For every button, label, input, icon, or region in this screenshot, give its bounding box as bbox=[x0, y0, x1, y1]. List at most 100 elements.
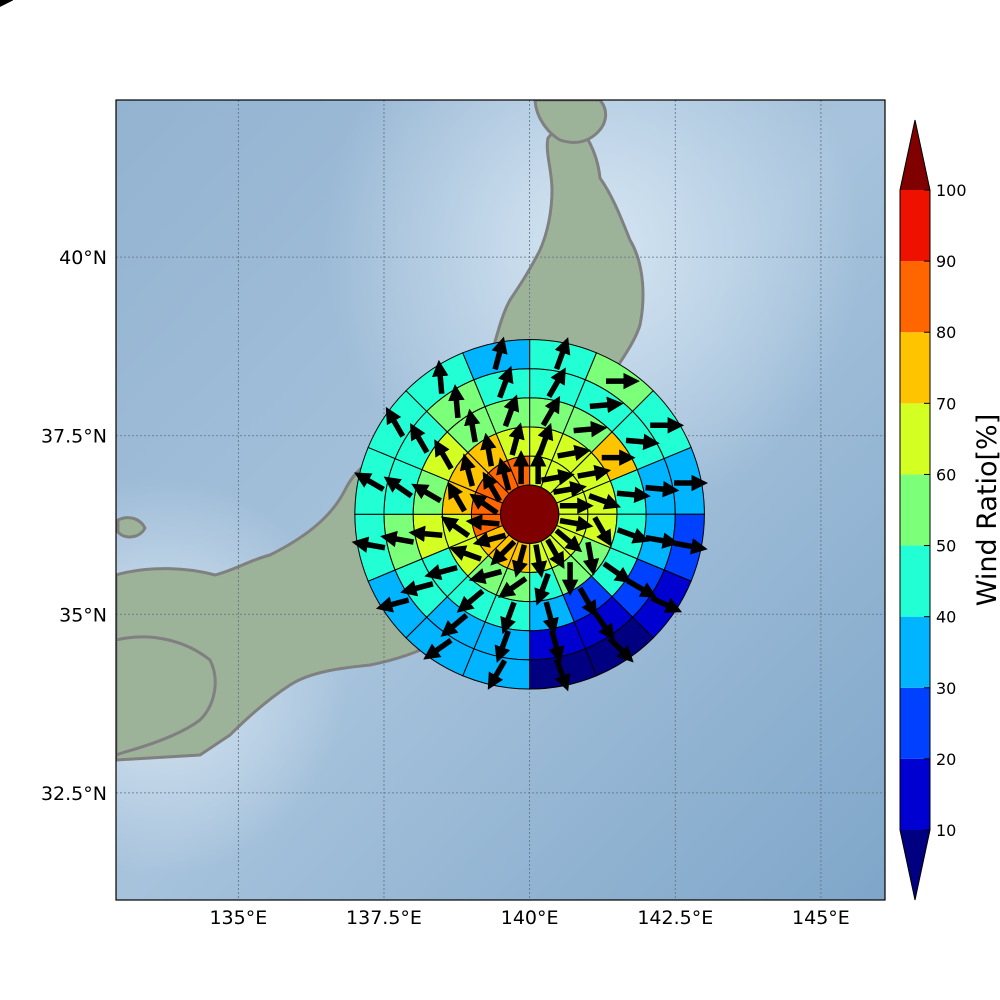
wind-arrow bbox=[472, 531, 507, 548]
wind-arrow bbox=[500, 601, 517, 635]
wind-arrow bbox=[554, 528, 583, 553]
wind-arrow bbox=[447, 481, 467, 513]
wind-arrow bbox=[490, 539, 517, 566]
colorbar-tick-label: 10 bbox=[936, 821, 956, 840]
wind-arrow bbox=[508, 422, 525, 456]
wind-arrow bbox=[588, 493, 622, 510]
wind-arrow bbox=[400, 580, 434, 597]
wind-arrow bbox=[354, 472, 385, 492]
colorbar-tick-label: 40 bbox=[936, 608, 956, 627]
colorbar-segment bbox=[900, 545, 930, 617]
wind-arrow bbox=[577, 586, 597, 618]
x-tick-label: 135°E bbox=[209, 907, 267, 929]
wind-arrow bbox=[434, 439, 454, 470]
colorbar-segment bbox=[900, 332, 930, 404]
wind-arrow bbox=[625, 433, 660, 451]
x-tick-label: 142.5°E bbox=[637, 907, 713, 929]
wind-arrow bbox=[573, 420, 608, 438]
y-tick-label: 37.5°N bbox=[41, 426, 107, 448]
wind-arrow bbox=[480, 432, 497, 467]
colorbar-label: Wind Ratio[%] bbox=[972, 414, 1000, 606]
wind-arrow bbox=[602, 561, 632, 584]
wind-arrow bbox=[449, 545, 482, 562]
colorbar: 10 20 30 40 50 60 70 80 90 100 Wind Ratio[%] bbox=[899, 119, 1000, 901]
colorbar-segment bbox=[900, 190, 930, 262]
wind-arrow bbox=[559, 515, 594, 532]
wind-arrow bbox=[626, 578, 658, 598]
wind-arrow bbox=[431, 359, 449, 394]
wind-arrow bbox=[411, 483, 442, 504]
y-tick-label: 35°N bbox=[59, 604, 107, 626]
wind-arrow bbox=[607, 636, 634, 663]
colorbar-tick-label: 50 bbox=[936, 537, 956, 556]
wind-arrow bbox=[645, 480, 680, 498]
wind-arrow bbox=[469, 493, 499, 516]
wind-arrow bbox=[497, 365, 514, 399]
wind-arrow bbox=[616, 527, 650, 544]
colorbar-segment bbox=[900, 261, 930, 333]
x-tick-label: 145°E bbox=[792, 907, 850, 929]
rose-center-disc bbox=[500, 484, 560, 544]
colorbar-segment bbox=[900, 616, 930, 688]
wind-arrow bbox=[383, 476, 414, 499]
colorbar-tick-label: 90 bbox=[936, 252, 956, 271]
wind-arrow bbox=[616, 486, 651, 504]
wind-arrow bbox=[351, 536, 386, 553]
y-tick-label: 40°N bbox=[59, 247, 107, 269]
colorbar-segment bbox=[900, 758, 930, 830]
wind-arrow bbox=[408, 525, 443, 542]
wind-arrow bbox=[424, 564, 458, 581]
wind-arrow bbox=[385, 406, 406, 438]
wind-arrow bbox=[496, 457, 513, 491]
y-axis-ticks: 40°N 37.5°N 35°N 32.5°N bbox=[41, 247, 107, 805]
wind-arrow bbox=[410, 423, 430, 454]
wind-arrow bbox=[502, 394, 520, 428]
wind-arrow bbox=[577, 464, 612, 482]
wind-arrow bbox=[456, 588, 485, 613]
map-frame bbox=[115, 99, 886, 901]
wind-arrow bbox=[553, 337, 571, 370]
wind-arrow bbox=[511, 544, 528, 578]
wind-arrow bbox=[530, 544, 548, 579]
wind-arrow bbox=[540, 395, 561, 427]
wind-arrow bbox=[540, 469, 575, 486]
wind-arrow bbox=[459, 453, 476, 487]
wind-arrow bbox=[650, 595, 683, 613]
colorbar-tick-label: 30 bbox=[936, 679, 956, 698]
colorbar-tick-label: 60 bbox=[936, 465, 956, 484]
wind-arrow bbox=[673, 538, 708, 555]
wind-arrow bbox=[592, 611, 615, 641]
colorbar-tick-label: 100 bbox=[936, 181, 967, 200]
wind-arrow bbox=[375, 596, 410, 613]
wind-arrow bbox=[491, 336, 508, 371]
colorbar-extend-over bbox=[900, 120, 930, 190]
colorbar-tick-label: 80 bbox=[936, 323, 956, 342]
wind-arrow bbox=[557, 444, 592, 462]
colorbar-segment bbox=[900, 403, 930, 475]
colorbar-segment bbox=[900, 474, 930, 546]
x-tick-label: 137.5°E bbox=[346, 907, 422, 929]
wind-arrow bbox=[548, 629, 565, 664]
wind-arrow bbox=[464, 408, 481, 443]
wind-arrow bbox=[494, 630, 511, 663]
x-tick-label: 140°E bbox=[501, 907, 559, 929]
y-tick-label: 32.5°N bbox=[41, 783, 107, 805]
wind-arrow bbox=[380, 530, 415, 548]
wind-arrow bbox=[582, 541, 600, 576]
wind-rose bbox=[351, 336, 709, 692]
wind-arrow bbox=[487, 659, 508, 690]
wind-arrow bbox=[542, 601, 559, 635]
wind-arrow bbox=[440, 613, 469, 637]
wind-arrow bbox=[645, 532, 680, 549]
wind-arrow bbox=[592, 516, 612, 547]
wind-arrow bbox=[440, 516, 471, 539]
wind-arrow bbox=[536, 422, 554, 456]
colorbar-tick-label: 70 bbox=[936, 394, 956, 413]
wind-arrow bbox=[448, 384, 465, 419]
wind-arrow bbox=[553, 658, 571, 692]
wind-arrow bbox=[545, 538, 565, 570]
wind-arrow bbox=[465, 514, 500, 531]
wind-arrow bbox=[498, 576, 528, 598]
wind-arrow bbox=[468, 568, 503, 585]
